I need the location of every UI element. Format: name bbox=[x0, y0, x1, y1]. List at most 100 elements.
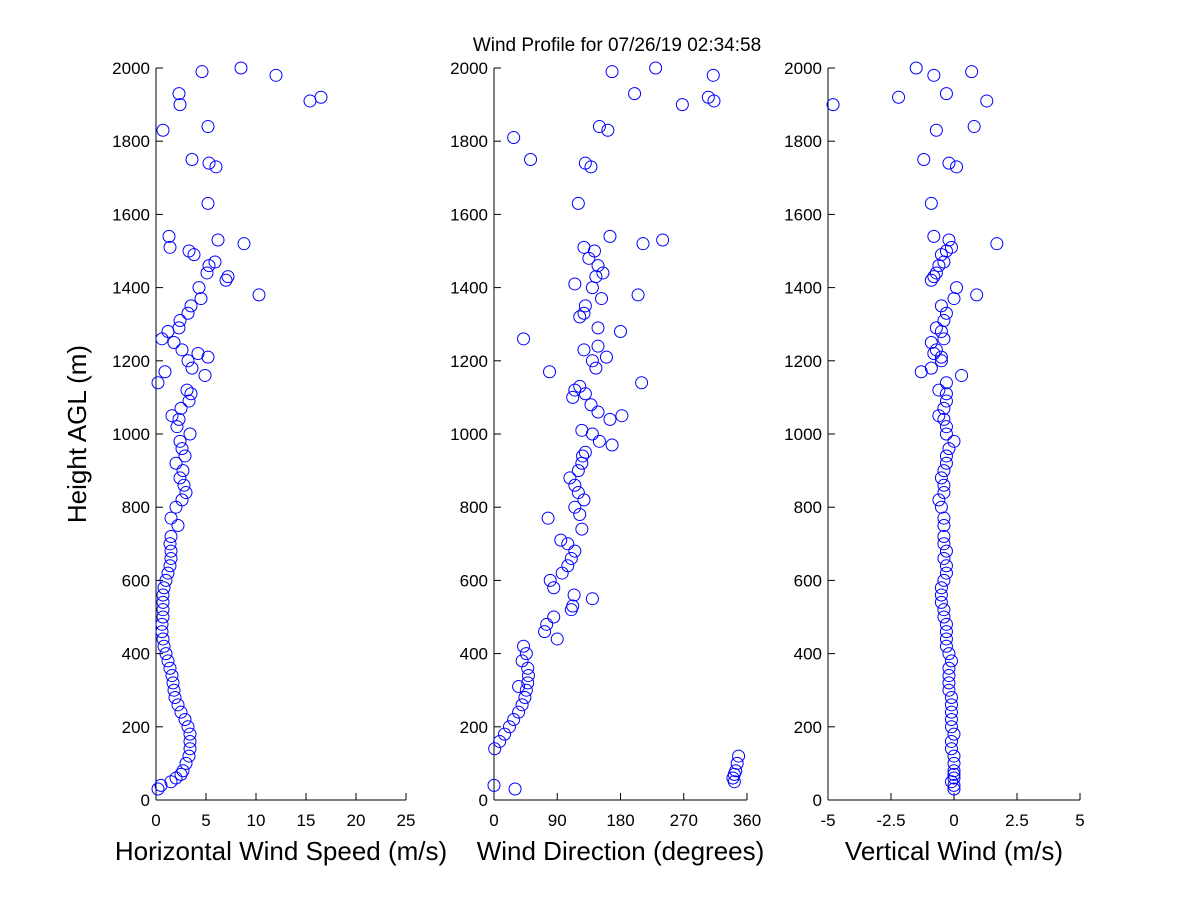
point bbox=[219, 273, 233, 287]
point bbox=[578, 445, 592, 459]
point bbox=[573, 379, 587, 393]
point bbox=[947, 767, 961, 781]
point bbox=[164, 551, 178, 565]
point bbox=[158, 365, 172, 379]
point bbox=[550, 632, 564, 646]
point bbox=[934, 299, 948, 313]
y-tick-label: 1800 bbox=[112, 132, 150, 151]
y-tick-label: 600 bbox=[794, 571, 822, 590]
x-tick-label: 0 bbox=[151, 811, 160, 830]
point bbox=[571, 464, 585, 478]
point bbox=[183, 727, 197, 741]
point bbox=[601, 123, 615, 137]
point bbox=[159, 573, 173, 587]
point bbox=[508, 782, 522, 796]
point bbox=[942, 669, 956, 683]
point bbox=[234, 61, 248, 75]
point bbox=[932, 383, 946, 397]
point bbox=[591, 259, 605, 273]
point bbox=[942, 676, 956, 690]
x-tick-label: 5 bbox=[201, 811, 210, 830]
point bbox=[942, 233, 956, 247]
point bbox=[181, 306, 195, 320]
point bbox=[937, 573, 951, 587]
point bbox=[167, 336, 181, 349]
x-tick-label: 2.5 bbox=[1005, 811, 1029, 830]
point bbox=[595, 292, 609, 306]
point bbox=[176, 464, 190, 478]
point bbox=[732, 749, 746, 763]
point bbox=[947, 756, 961, 770]
point bbox=[563, 471, 577, 485]
point bbox=[200, 266, 214, 280]
point bbox=[944, 705, 958, 719]
point bbox=[937, 478, 951, 492]
point bbox=[944, 720, 958, 734]
point bbox=[194, 292, 208, 306]
point bbox=[914, 365, 928, 379]
y-tick-label: 800 bbox=[122, 498, 150, 517]
point bbox=[656, 233, 670, 247]
point bbox=[521, 669, 535, 683]
point bbox=[524, 153, 538, 166]
point bbox=[942, 442, 956, 456]
point bbox=[589, 361, 603, 375]
point bbox=[159, 647, 173, 661]
point bbox=[155, 625, 169, 639]
y-tick-label: 200 bbox=[794, 718, 822, 737]
point bbox=[932, 493, 946, 507]
point bbox=[706, 68, 720, 82]
point bbox=[566, 390, 580, 404]
y-tick-label: 600 bbox=[460, 571, 488, 590]
point bbox=[201, 350, 215, 364]
point bbox=[179, 486, 193, 500]
x-tick-label: -2.5 bbox=[876, 811, 905, 830]
point bbox=[568, 478, 582, 492]
point bbox=[164, 544, 178, 558]
point bbox=[942, 156, 956, 170]
point bbox=[571, 486, 585, 500]
point bbox=[157, 581, 171, 595]
point bbox=[167, 683, 181, 697]
point bbox=[515, 654, 529, 668]
point bbox=[156, 603, 170, 617]
point bbox=[507, 712, 521, 726]
point bbox=[512, 680, 526, 694]
y-tick-label: 200 bbox=[122, 718, 150, 737]
x-tick-label: 15 bbox=[297, 811, 316, 830]
y-tick-label: 1200 bbox=[112, 352, 150, 371]
point bbox=[164, 511, 178, 525]
point bbox=[507, 131, 521, 145]
point bbox=[939, 87, 953, 101]
y-tick-label: 800 bbox=[794, 498, 822, 517]
y-tick-label: 200 bbox=[460, 718, 488, 737]
point bbox=[517, 332, 531, 346]
point bbox=[942, 647, 956, 661]
point bbox=[561, 537, 575, 551]
y-tick-label: 0 bbox=[141, 791, 150, 810]
y-tick-label: 0 bbox=[479, 791, 488, 810]
point bbox=[170, 420, 184, 434]
point bbox=[547, 581, 561, 595]
y-tick-label: 600 bbox=[122, 571, 150, 590]
point bbox=[165, 669, 179, 683]
point bbox=[201, 120, 215, 134]
point bbox=[161, 654, 175, 668]
point bbox=[939, 544, 953, 558]
point bbox=[584, 398, 598, 412]
point bbox=[937, 401, 951, 415]
point bbox=[932, 409, 946, 423]
point bbox=[172, 412, 186, 426]
point bbox=[934, 354, 948, 368]
point bbox=[175, 343, 189, 357]
point bbox=[980, 94, 994, 108]
x-axis-label: Vertical Wind (m/s) bbox=[845, 836, 1063, 866]
point bbox=[614, 325, 627, 339]
point bbox=[967, 120, 981, 134]
point bbox=[937, 332, 951, 346]
point bbox=[924, 361, 938, 375]
point bbox=[937, 486, 951, 500]
point bbox=[493, 734, 507, 748]
point bbox=[182, 749, 196, 763]
point bbox=[161, 566, 175, 580]
